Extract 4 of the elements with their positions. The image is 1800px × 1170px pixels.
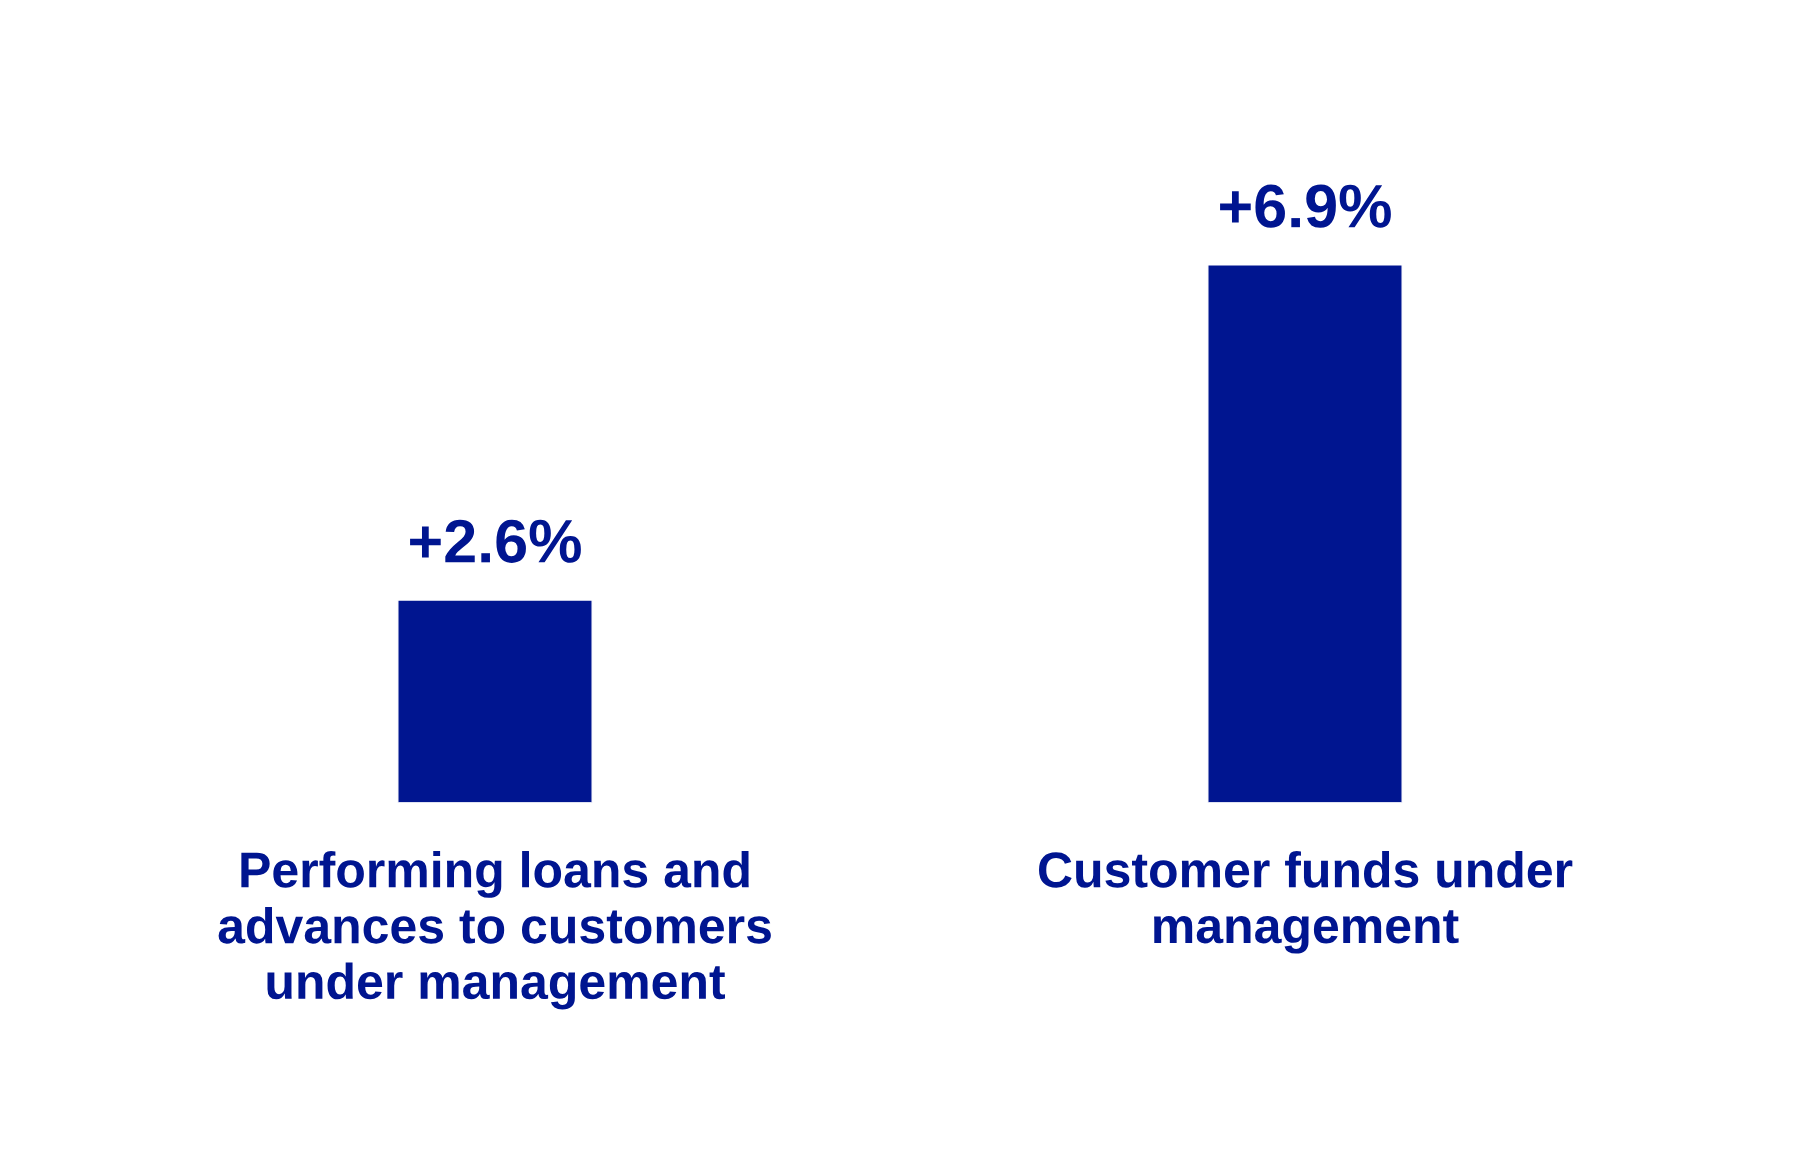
data-label: +6.9%	[1220, 184, 1391, 228]
x-tick-label: Customer funds under management	[1039, 851, 1573, 954]
x-tick-label: Performing loans and advances to customers under management	[218, 851, 771, 1010]
data-label: +2.6%	[410, 519, 581, 563]
